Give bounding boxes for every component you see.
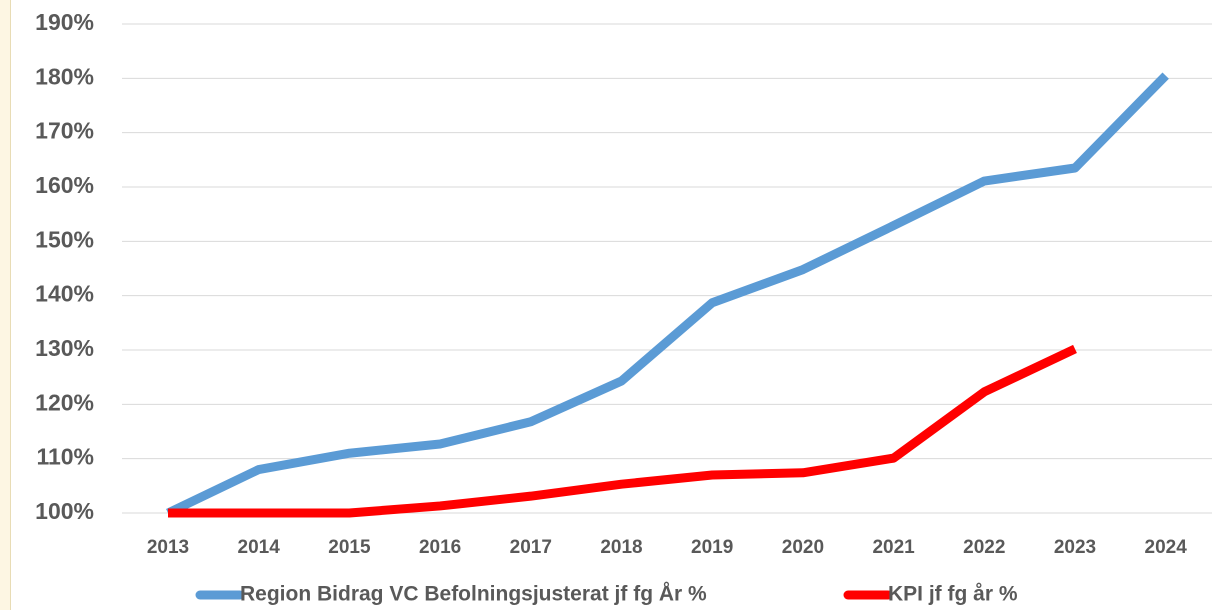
x-tick-label: 2018 [600, 537, 642, 558]
x-tick-label: 2022 [963, 537, 1005, 558]
legend-label: KPI jf fg år % [888, 583, 1018, 606]
x-tick-label: 2016 [419, 537, 461, 558]
legend-label: Region Bidrag VC Befolningsjusterat jf f… [240, 582, 707, 606]
side-strip [0, 0, 10, 610]
x-tick-label: 2023 [1054, 537, 1096, 558]
x-tick-label: 2024 [1145, 537, 1188, 558]
series-line [166, 72, 1169, 518]
y-tick-label: 160% [35, 172, 94, 198]
x-tick-label: 2019 [691, 537, 733, 558]
y-tick-label: 140% [35, 281, 94, 307]
series-line [168, 344, 1077, 518]
x-tick-label: 2015 [328, 537, 371, 558]
y-tick-label: 150% [35, 226, 94, 252]
y-tick-label: 100% [35, 498, 94, 524]
x-tick-label: 2020 [782, 537, 824, 558]
y-tick-label: 120% [35, 389, 94, 415]
y-tick-label: 180% [35, 63, 94, 89]
y-tick-label: 130% [35, 335, 94, 361]
y-tick-label: 170% [35, 118, 94, 144]
x-tick-label: 2014 [238, 537, 281, 558]
x-tick-label: 2017 [510, 537, 552, 558]
x-tick-label: 2013 [147, 537, 189, 558]
y-tick-label: 190% [35, 9, 94, 35]
y-tick-label: 110% [36, 444, 94, 470]
x-tick-label: 2021 [872, 537, 915, 558]
